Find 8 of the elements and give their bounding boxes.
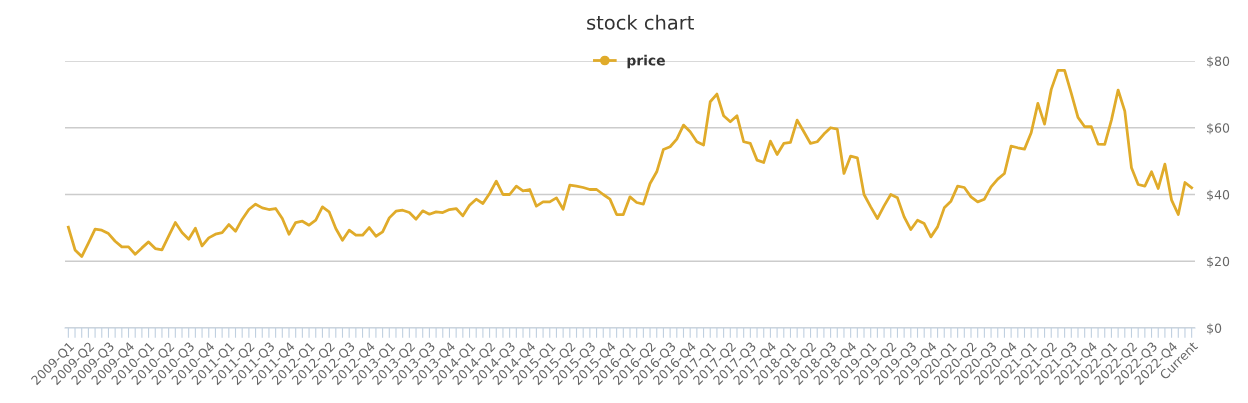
y-tick-label: $20: [1207, 256, 1230, 268]
legend-label: price: [627, 54, 665, 69]
y-tick-label: $0: [1207, 323, 1222, 335]
y-tick-label: $40: [1207, 189, 1230, 202]
line-series: [66, 68, 1194, 258]
y-tick-label: $60: [1207, 123, 1230, 135]
y-tick-label: $80: [1207, 56, 1230, 68]
chart-title: stock chart: [587, 14, 694, 30]
